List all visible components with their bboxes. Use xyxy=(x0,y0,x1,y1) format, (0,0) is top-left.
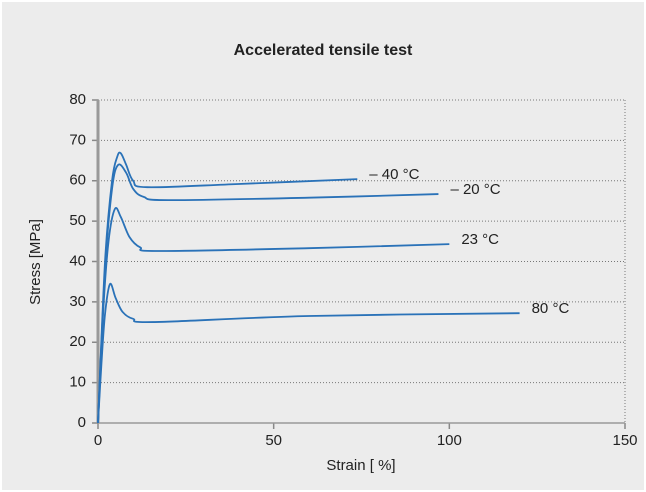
series-label: 23 °C xyxy=(461,231,499,248)
y-tick-label: 0 xyxy=(78,414,86,431)
series-line xyxy=(97,207,450,424)
series-line xyxy=(97,282,520,424)
series-label: – 20 °C xyxy=(450,181,500,198)
x-tick-label: 0 xyxy=(94,432,102,449)
y-tick-label: 80 xyxy=(69,91,86,108)
y-axis-label: Stress [MPa] xyxy=(27,219,44,305)
x-axis-label: Strain [ %] xyxy=(326,457,395,474)
y-tick-label: 60 xyxy=(69,172,86,189)
series-label: – 40 °C xyxy=(369,166,419,183)
series-line xyxy=(97,163,439,424)
x-tick-label: 100 xyxy=(437,432,462,449)
y-tick-label: 20 xyxy=(69,333,86,350)
x-tick-label: 50 xyxy=(265,432,282,449)
y-tick-label: 70 xyxy=(69,131,86,148)
chart-title: Accelerated tensile test xyxy=(234,42,413,59)
y-tick-label: 30 xyxy=(69,293,86,310)
series-label: 80 °C xyxy=(532,300,570,317)
y-tick-label: 10 xyxy=(69,374,86,391)
y-tick-label: 50 xyxy=(69,212,86,229)
y-tick-label: 40 xyxy=(69,252,86,269)
x-tick-label: 150 xyxy=(612,432,637,449)
